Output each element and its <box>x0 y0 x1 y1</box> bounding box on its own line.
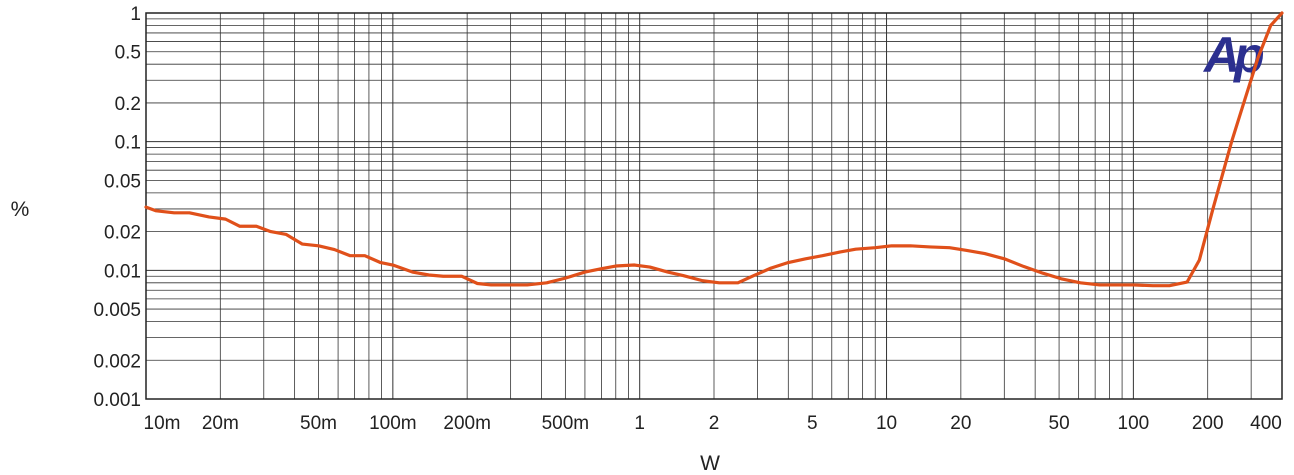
x-tick-label: 20m <box>202 413 239 434</box>
y-tick-label: 0.02 <box>104 223 141 244</box>
x-tick-label: 10m <box>144 413 181 434</box>
y-tick-label: 0.5 <box>115 43 141 64</box>
x-tick-label: 200m <box>443 413 491 434</box>
y-tick-labels: 1 0.5 0.2 0.1 0.05 0.02 0.01 0.005 0.002 0.001 <box>93 4 141 411</box>
y-tick-label: 0.05 <box>104 171 141 192</box>
x-tick-label: 200 <box>1192 413 1224 434</box>
x-tick-label: 20 <box>950 413 971 434</box>
x-tick-label: 500m <box>542 413 590 434</box>
x-tick-label: 10 <box>876 413 897 434</box>
x-tick-label: 100m <box>369 413 417 434</box>
y-tick-label: 0.005 <box>93 300 141 321</box>
x-tick-label: 400 <box>1250 413 1282 434</box>
y-axis-label: % <box>11 198 30 221</box>
y-tick-label: 0.002 <box>93 351 141 372</box>
y-tick-label: 0.2 <box>115 94 141 115</box>
y-tick-label: 0.01 <box>104 261 141 282</box>
x-tick-labels: 10m 20m 50m 100m 200m 500m 1 2 5 10 20 50 100 200 400 <box>144 413 1282 434</box>
y-tick-label: 0.001 <box>93 390 141 411</box>
x-tick-label: 50 <box>1049 413 1070 434</box>
x-tick-label: 100 <box>1118 413 1150 434</box>
x-tick-label: 50m <box>300 413 337 434</box>
grid <box>145 12 1283 400</box>
y-tick-label: 1 <box>130 4 141 25</box>
x-axis-label: W <box>700 452 720 475</box>
series-line <box>144 11 1284 288</box>
x-tick-label: 1 <box>634 413 645 434</box>
x-tick-label: 5 <box>807 413 818 434</box>
y-tick-label: 0.1 <box>115 133 141 154</box>
x-tick-label: 2 <box>709 413 720 434</box>
